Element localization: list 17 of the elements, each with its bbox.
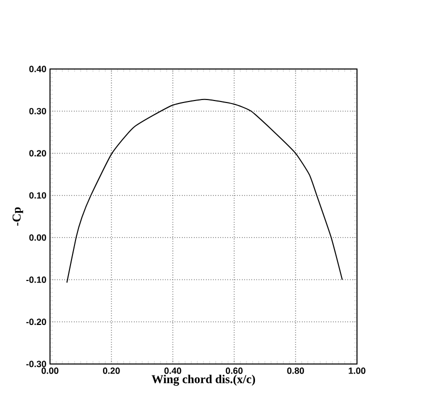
y-tick-label: -0.20 (26, 318, 46, 326)
x-axis-title: Wing chord dis.(x/c) (152, 374, 256, 386)
x-tick-label: 0.40 (164, 368, 182, 374)
y-tick-label: -0.30 (26, 360, 46, 368)
line-series (66, 98, 343, 284)
x-tick-label: 1.00 (348, 368, 366, 374)
y-tick-label: 0.20 (29, 150, 46, 156)
y-tick-label: -0.10 (26, 276, 46, 283)
y-tick-label: 0.10 (29, 192, 46, 199)
y-tick-label: 0.00 (29, 234, 46, 241)
y-tick-label: 0.30 (29, 108, 46, 114)
x-tick-label: 0.00 (42, 368, 58, 374)
y-axis-title: -Cp (12, 207, 24, 226)
y-tick-label: 0.40 (29, 66, 46, 72)
x-tick-label: 0.80 (287, 368, 304, 374)
x-tick-label: 0.60 (226, 368, 243, 374)
x-tick-label: 0.20 (103, 368, 120, 374)
